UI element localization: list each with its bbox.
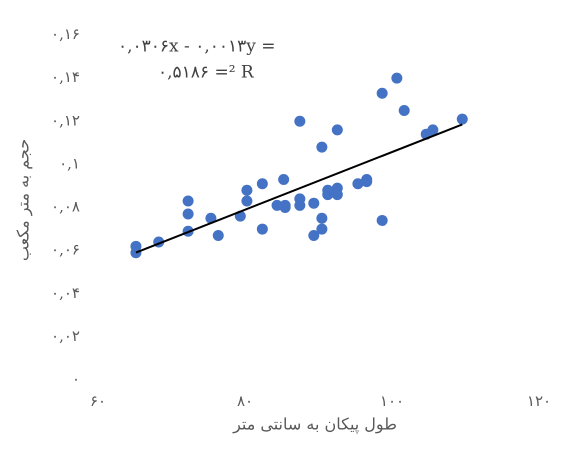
trendline: [135, 123, 463, 254]
point: [456, 113, 468, 125]
point: [130, 247, 142, 259]
point: [376, 214, 388, 226]
x-tick-label: ۱۲۰: [527, 392, 551, 410]
x-axis-title: طول پیکان به سانتی متر: [232, 415, 397, 434]
y-tick-label: ۰,۱۶: [51, 25, 80, 43]
x-tick-label: ۱۰۰: [380, 392, 404, 410]
point: [241, 184, 253, 196]
point: [331, 189, 343, 201]
y-tick-label: ۰,۰۴: [51, 284, 80, 302]
y-tick-label: ۰,۱: [59, 154, 80, 172]
point: [182, 195, 194, 207]
point: [427, 124, 439, 136]
y-tick-label: ۰: [72, 370, 80, 388]
equation: ۰,۰۳۰۶x - ۰,۰۰۱۳y =: [118, 37, 276, 57]
point: [279, 202, 291, 213]
point: [212, 230, 224, 242]
x-tick-label: ۸۰: [237, 392, 253, 410]
point: [352, 178, 364, 190]
point: [376, 87, 388, 99]
y-tick-label: ۰,۰۲: [51, 327, 80, 345]
y-axis-title: حجم به متر مکعب: [14, 139, 33, 261]
point: [256, 223, 268, 235]
point: [331, 124, 343, 136]
point: [308, 230, 320, 242]
point: [182, 208, 194, 220]
point: [256, 178, 268, 190]
y-tick-label: ۰,۰۶: [51, 241, 80, 259]
x-tick-label: ۶۰: [90, 392, 106, 410]
point: [241, 195, 253, 207]
point: [391, 72, 403, 84]
point: [308, 197, 320, 209]
point: [361, 176, 373, 188]
point: [316, 212, 328, 224]
point: [294, 115, 306, 127]
point: [294, 199, 306, 211]
y-tick-label: ۰,۰۸: [51, 198, 80, 216]
point: [278, 173, 290, 185]
point: [316, 141, 328, 153]
point: [322, 189, 334, 201]
y-tick-label: ۰,۱۴: [51, 68, 80, 86]
point: [316, 223, 328, 235]
r-squared: ۰,۵۱۸۶ =² R: [158, 63, 255, 83]
y-tick-label: ۰,۱۲: [51, 111, 80, 129]
point: [398, 104, 410, 116]
